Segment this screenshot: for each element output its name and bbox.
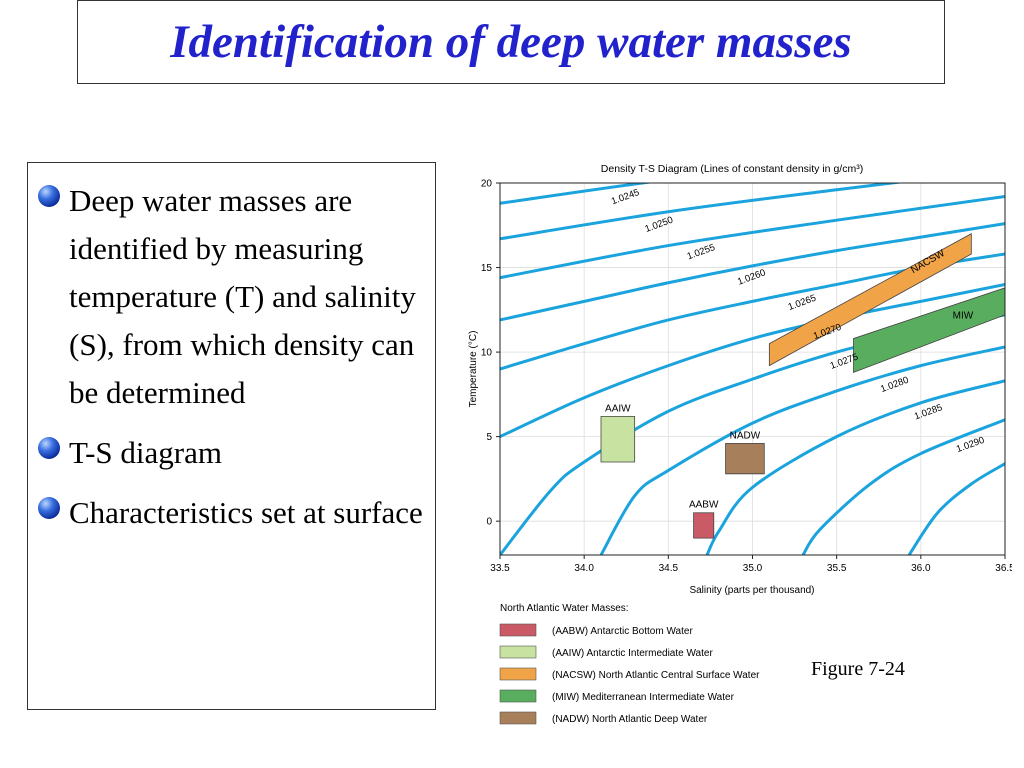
- x-axis-label: Salinity (parts per thousand): [689, 585, 814, 596]
- isopycnal-line: [907, 462, 1005, 555]
- water-mass-nacsw: [768, 233, 972, 367]
- isopycnal-line: [500, 222, 1005, 322]
- water-mass-label: AABW: [689, 500, 719, 511]
- legend-label: (AABW) Antarctic Bottom Water: [552, 626, 693, 637]
- bullet-item: Deep water masses are identified by meas…: [38, 177, 425, 417]
- isopycnal-label: 1.0245: [610, 187, 641, 207]
- isopycnal-line: [801, 418, 1005, 555]
- chart-title: Density T-S Diagram (Lines of constant d…: [601, 163, 863, 175]
- x-tick-label: 35.0: [743, 563, 763, 574]
- bullet-text: T-S diagram: [69, 435, 222, 470]
- legend-swatch: [499, 689, 537, 703]
- x-tick-label: 35.5: [827, 563, 847, 574]
- water-mass-nadw: [725, 442, 765, 475]
- grid: [499, 182, 1006, 555]
- isopycnal-label: 1.0265: [787, 293, 818, 313]
- isopycnal-line: [599, 345, 1005, 555]
- isopycnal-label: 1.0250: [644, 215, 675, 235]
- legend-label: (AAIW) Antarctic Intermediate Water: [552, 648, 713, 659]
- legend-title: North Atlantic Water Masses:: [500, 603, 629, 614]
- x-tick-label: 36.5: [995, 563, 1012, 574]
- isopycnal-lines: [500, 183, 1005, 555]
- y-tick-label: 20: [481, 179, 493, 190]
- bullet-text: Characteristics set at surface: [69, 495, 423, 530]
- legend-label: (NACSW) North Atlantic Central Surface W…: [552, 670, 760, 681]
- title-box: Identification of deep water masses: [77, 0, 945, 84]
- bullet-icon: [38, 185, 60, 207]
- water-mass-label: NADW: [730, 430, 761, 441]
- bullet-icon: [38, 437, 60, 459]
- bullet-text: Deep water masses are identified by meas…: [69, 183, 416, 410]
- isopycnal-line: [500, 183, 654, 205]
- legend-label: (NADW) North Atlantic Deep Water: [552, 714, 708, 725]
- water-mass-aaiw: [600, 415, 636, 463]
- bullet-item: T-S diagram: [38, 429, 425, 477]
- y-tick-label: 15: [481, 263, 493, 274]
- y-tick-label: 10: [481, 348, 493, 359]
- bullet-icon: [38, 497, 60, 519]
- ts-diagram: Density T-S Diagram (Lines of constant d…: [468, 163, 1012, 725]
- y-tick-label: 5: [486, 432, 492, 443]
- x-tick-label: 33.5: [490, 563, 510, 574]
- legend: (AABW) Antarctic Bottom Water (AAIW) Anta…: [499, 623, 760, 725]
- axis-ticks: 33.5 34.0 34.5 35.0 35.5 36.0 36.5 0 5 10 15 20: [481, 179, 1012, 575]
- x-tick-label: 36.0: [911, 563, 931, 574]
- water-mass-aabw: [693, 512, 715, 539]
- water-mass-label: MIW: [953, 310, 974, 321]
- isopycnal-label: 1.0255: [686, 242, 717, 262]
- figure-label: Figure 7-24: [811, 658, 905, 680]
- legend-swatch: [499, 623, 537, 637]
- bullet-item: Characteristics set at surface: [38, 489, 425, 537]
- legend-swatch: [499, 645, 537, 659]
- legend-label: (MIW) Mediterranean Intermediate Water: [552, 692, 735, 703]
- isopycnal-label: 1.0260: [736, 267, 767, 287]
- y-tick-label: 0: [486, 517, 492, 528]
- isopycnal-line: [500, 183, 905, 241]
- bullet-list: Deep water masses are identified by meas…: [27, 162, 436, 710]
- slide-title: Identification of deep water masses: [170, 16, 852, 68]
- legend-swatch: [499, 711, 537, 725]
- y-axis-label: Temperature (°C): [468, 331, 479, 408]
- water-mass-boxes: [600, 233, 1006, 539]
- isopycnal-line: [500, 195, 1005, 280]
- isopycnal-label: 1.0280: [879, 375, 910, 395]
- isopycnal-line: [705, 379, 1005, 555]
- water-mass-label: AAIW: [605, 403, 631, 414]
- x-tick-label: 34.5: [659, 563, 679, 574]
- x-tick-label: 34.0: [574, 563, 594, 574]
- legend-swatch: [499, 667, 537, 681]
- isopycnal-line: [500, 282, 1005, 438]
